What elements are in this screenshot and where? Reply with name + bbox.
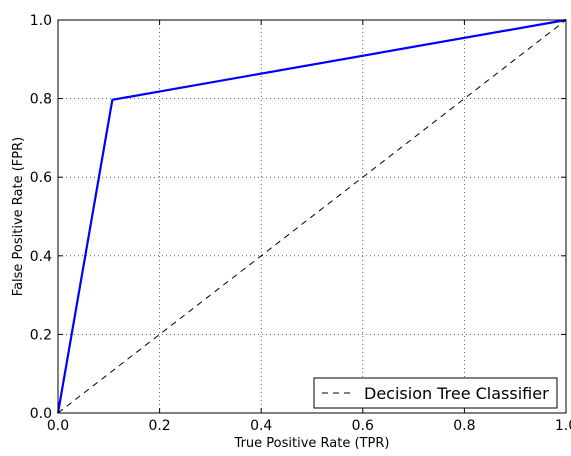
y-axis-label: False Positive Rate (FPR) xyxy=(11,137,26,296)
series-layer xyxy=(56,18,567,414)
x-axis-label: True Positive Rate (TPR) xyxy=(234,436,390,451)
legend-entry-label: Decision Tree Classifier xyxy=(364,384,549,403)
tick-layer: 0.0 0.2 0.4 0.6 0.8 1.0 0.0 0.2 0.4 0.6 0.8 1.0 xyxy=(30,13,571,434)
y-tick-label: 0.6 xyxy=(30,170,52,186)
legend: Decision Tree Classifier xyxy=(313,377,558,409)
x-tick-label: 0.0 xyxy=(47,418,69,434)
y-tick-label: 0.2 xyxy=(30,327,52,343)
y-tick-label: 0.8 xyxy=(30,92,52,108)
roc-curve xyxy=(56,18,567,414)
y-tick-label: 0.0 xyxy=(30,406,52,422)
grid-layer xyxy=(58,20,566,413)
plot-frame xyxy=(57,19,567,414)
x-tick-label: 1.0 xyxy=(555,418,571,434)
diagonal-reference-line xyxy=(57,19,567,414)
legend-box xyxy=(313,377,558,409)
y-tick-label: 0.4 xyxy=(30,249,52,265)
x-tick-label: 0.4 xyxy=(250,418,272,434)
x-tick-label: 0.2 xyxy=(148,418,170,434)
y-tick-label: 1.0 xyxy=(30,13,52,29)
x-tick-label: 0.8 xyxy=(453,418,475,434)
x-tick-label: 0.6 xyxy=(352,418,374,434)
